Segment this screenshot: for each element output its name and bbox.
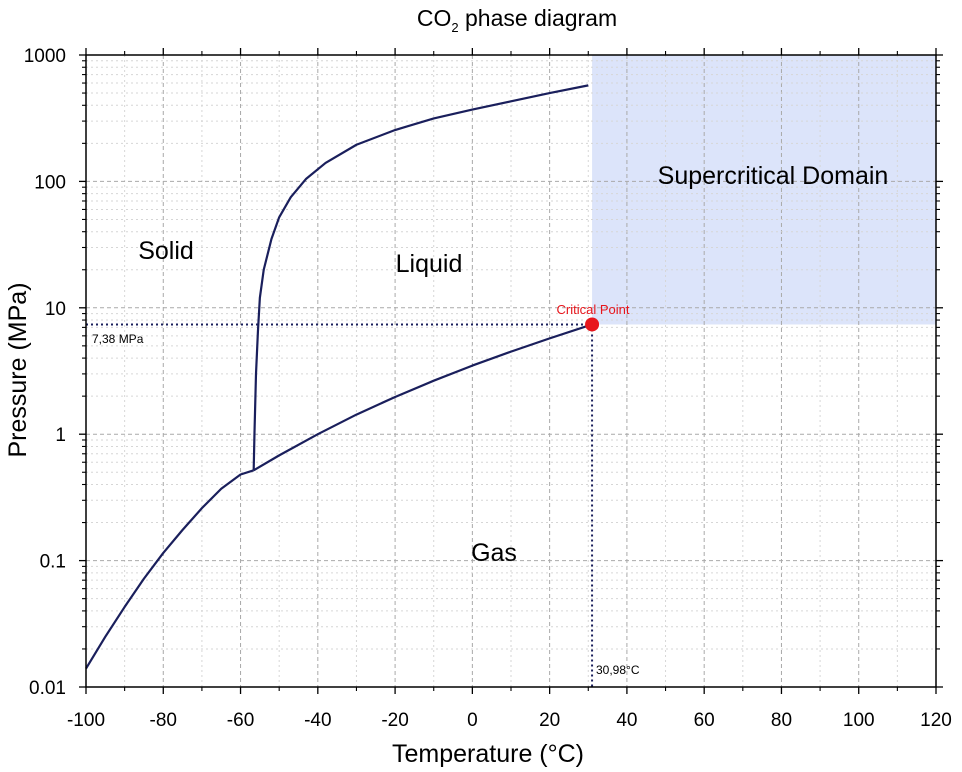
y-tick-label: 1000 [24,46,66,67]
x-tick-label: -80 [150,710,177,731]
y-tick-label: 0.1 [40,552,66,573]
sublimation-curve [85,469,255,670]
x-tick-label: 80 [771,710,792,731]
grid [86,55,936,687]
critical-point-guides [86,323,594,687]
x-axis-title: Temperature (°C) [392,740,584,768]
critical-temperature-label: 30,98°C [596,663,640,677]
phase-boundaries [85,84,600,670]
chart-title: CO2 phase diagram [417,5,617,35]
region-label-liquid: Liquid [396,250,463,278]
y-tick-label: 1 [55,425,66,446]
y-tick-label: 0.01 [29,678,66,699]
melting-curve [252,84,589,471]
x-tick-label: 60 [694,710,715,731]
background-layer [592,55,936,325]
region-label-gas: Gas [471,539,517,567]
tick-labels: -100 -80 -60 -40 -20 0 20 40 60 80 100 120 0.01 0.1 1 1… [24,46,952,731]
supercritical-domain [592,55,936,325]
y-axis-title: Pressure (MPa) [4,282,32,457]
x-tick-label: -40 [304,710,331,731]
critical-point-marker [585,317,600,332]
x-tick-label: -60 [227,710,254,731]
y-tick-label: 10 [45,299,66,320]
x-tick-label: 0 [467,710,478,731]
critical-pressure-label: 7,38 MPa [92,332,144,346]
x-tick-label: 20 [539,710,560,731]
x-tick-label: 120 [920,710,952,731]
plot-frame [79,48,943,694]
critical-point-label: Critical Point [557,302,630,317]
x-tick-label: -20 [381,710,408,731]
y-tick-label: 100 [34,172,66,193]
vaporization-curve [253,323,593,472]
region-label-supercritical: Supercritical Domain [658,162,889,190]
x-tick-label: 40 [616,710,637,731]
x-tick-label: -100 [67,710,105,731]
x-tick-label: 100 [843,710,875,731]
region-label-solid: Solid [138,237,194,265]
